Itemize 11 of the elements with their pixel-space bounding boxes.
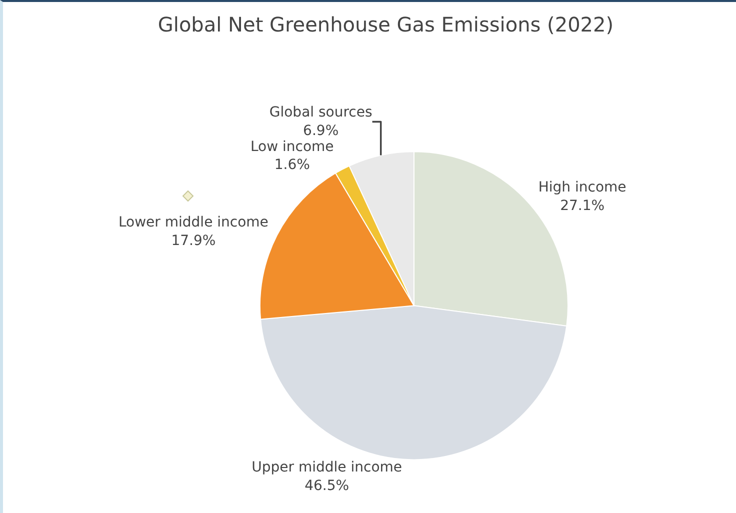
slice-label: Low income [250,138,334,155]
data-label: 46.5% [304,478,350,494]
slice-label: High income [538,180,626,196]
data-label: 1.6% [274,157,310,174]
slice-label: Upper middle income [252,460,402,476]
slice-label: Global sources [269,104,372,121]
slice-label: Lower middle income [118,214,268,231]
data-label: 17.9% [171,232,216,249]
chart-title: Global Net Greenhouse Gas Emissions (2022) [158,12,614,36]
data-label: 27.1% [560,198,605,214]
data-label: 6.9% [303,122,339,139]
